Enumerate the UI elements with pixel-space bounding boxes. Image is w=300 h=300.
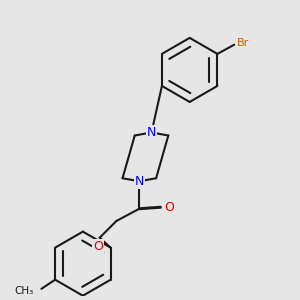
Text: CH₃: CH₃ [14,286,34,296]
Text: O: O [93,240,103,253]
Text: O: O [164,201,174,214]
Text: N: N [135,175,144,188]
Text: Br: Br [237,38,249,48]
Text: N: N [147,126,156,139]
